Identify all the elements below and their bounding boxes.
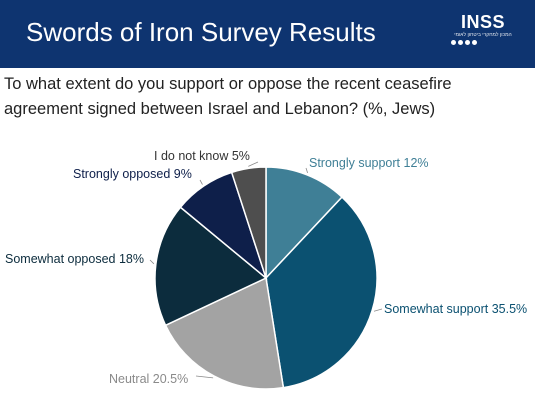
label-somewhat-opposed: Somewhat opposed 18% (5, 252, 144, 266)
leader-line-i-do-not-know (248, 161, 259, 167)
label-somewhat-support: Somewhat support 35.5% (384, 302, 527, 316)
leader-line-somewhat-opposed (149, 259, 155, 265)
pie-slices (154, 166, 378, 390)
slice-somewhat-opposed (154, 206, 268, 327)
label-i-do-not-know: I do not know 5% (154, 149, 250, 163)
social-icon (472, 40, 477, 45)
label-strongly-opposed: Strongly opposed 9% (73, 167, 192, 181)
social-icon (458, 40, 463, 45)
label-leaders (149, 161, 383, 379)
slice-strongly-support (265, 166, 344, 280)
social-icons (443, 40, 523, 45)
page-title: Swords of Iron Survey Results (26, 17, 376, 47)
slice-neutral (164, 276, 285, 390)
slice-somewhat-support (265, 196, 378, 389)
logo-subtitle: המכון למחקרי ביטחון לאומי (454, 32, 512, 38)
logo-text: INSS (460, 12, 505, 32)
social-icon (465, 40, 470, 45)
leader-line-strongly-support (305, 167, 308, 174)
survey-question: To what extent do you support or oppose … (4, 75, 452, 118)
leader-line-somewhat-support (373, 308, 383, 312)
header-banner: Swords of Iron Survey Results INSS המכון… (0, 0, 535, 68)
leader-line-strongly-opposed (199, 179, 203, 185)
leader-line-neutral (195, 375, 214, 379)
slice-labels: Strongly support 12% Somewhat support 35.… (5, 149, 527, 386)
label-strongly-support: Strongly support 12% (309, 156, 429, 170)
inss-logo: INSS המכון למחקרי ביטחון לאומי (443, 12, 523, 60)
social-icon (451, 40, 456, 45)
slice-i-do-not-know (230, 166, 267, 279)
label-neutral: Neutral 20.5% (109, 372, 188, 386)
